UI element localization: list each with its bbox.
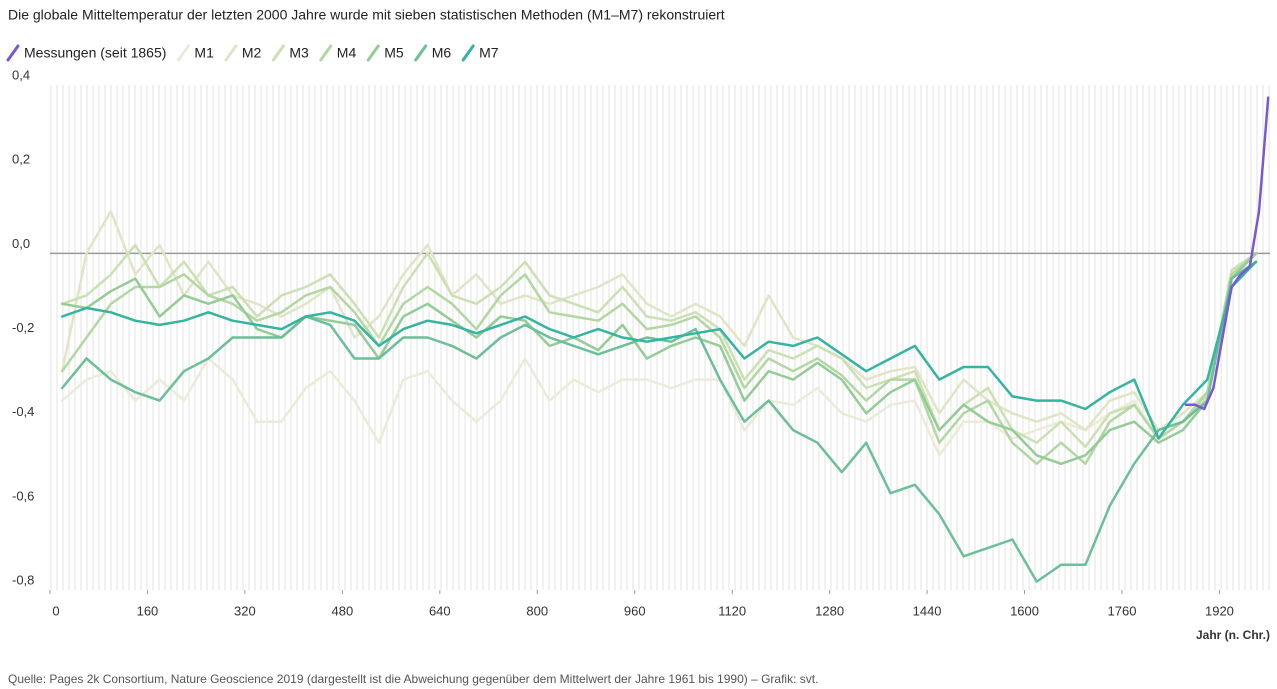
y-tick-label: 0,2: [12, 152, 30, 167]
y-tick-label: -0,8: [12, 572, 34, 587]
legend-swatch: [414, 44, 428, 62]
legend-swatch: [461, 44, 475, 62]
legend-label: M2: [242, 45, 262, 61]
legend-swatch: [366, 44, 380, 62]
y-tick-label: 0,0: [12, 236, 30, 251]
series-line: [60, 210, 1258, 432]
series-line: [60, 260, 1258, 440]
x-tick-label: 0: [52, 603, 59, 618]
legend-swatch: [319, 44, 333, 62]
chart-title: Die globale Mitteltemperatur der letzten…: [8, 7, 725, 23]
legend-swatch: [224, 44, 238, 62]
x-tick-label: 1920: [1205, 603, 1234, 618]
legend-label: M3: [289, 45, 309, 61]
x-tick-label: 800: [526, 603, 548, 618]
series-line: [60, 252, 1258, 466]
x-tick-label: 1600: [1010, 603, 1039, 618]
x-tick-label: 160: [137, 603, 159, 618]
legend: Messungen (seit 1865) M1 M2 M3 M4 M5 M6 M7: [6, 44, 499, 62]
x-tick-label: 480: [332, 603, 354, 618]
legend-label: Messungen (seit 1865): [24, 45, 166, 61]
legend-label: M1: [194, 45, 214, 61]
legend-swatch: [271, 44, 285, 62]
series-line: [60, 252, 1258, 466]
series-line: [1184, 96, 1270, 411]
legend-swatch: [6, 44, 20, 62]
x-tick-label: 1760: [1108, 603, 1137, 618]
series-line: [60, 243, 1258, 449]
y-tick-label: -0,4: [12, 404, 34, 419]
legend-label: M4: [337, 45, 357, 61]
x-tick-label: 1120: [718, 603, 746, 618]
x-tick-label: 1280: [815, 603, 844, 618]
legend-swatch: [176, 44, 190, 62]
y-tick-label: 0,4: [12, 67, 30, 82]
series-line: [60, 252, 1258, 457]
source: Quelle: Pages 2k Consortium, Nature Geos…: [8, 672, 818, 686]
x-tick-label: 1440: [913, 603, 942, 618]
x-axis-label: Jahr (n. Chr.): [1196, 628, 1270, 642]
x-tick-label: 320: [234, 603, 256, 618]
x-tick-label: 640: [429, 603, 451, 618]
x-tick-label: 960: [624, 603, 646, 618]
legend-label: M6: [432, 45, 452, 61]
y-tick-label: -0,6: [12, 488, 34, 503]
legend-label: M7: [479, 45, 499, 61]
legend-label: M5: [384, 45, 404, 61]
y-tick-label: -0,2: [12, 320, 34, 335]
